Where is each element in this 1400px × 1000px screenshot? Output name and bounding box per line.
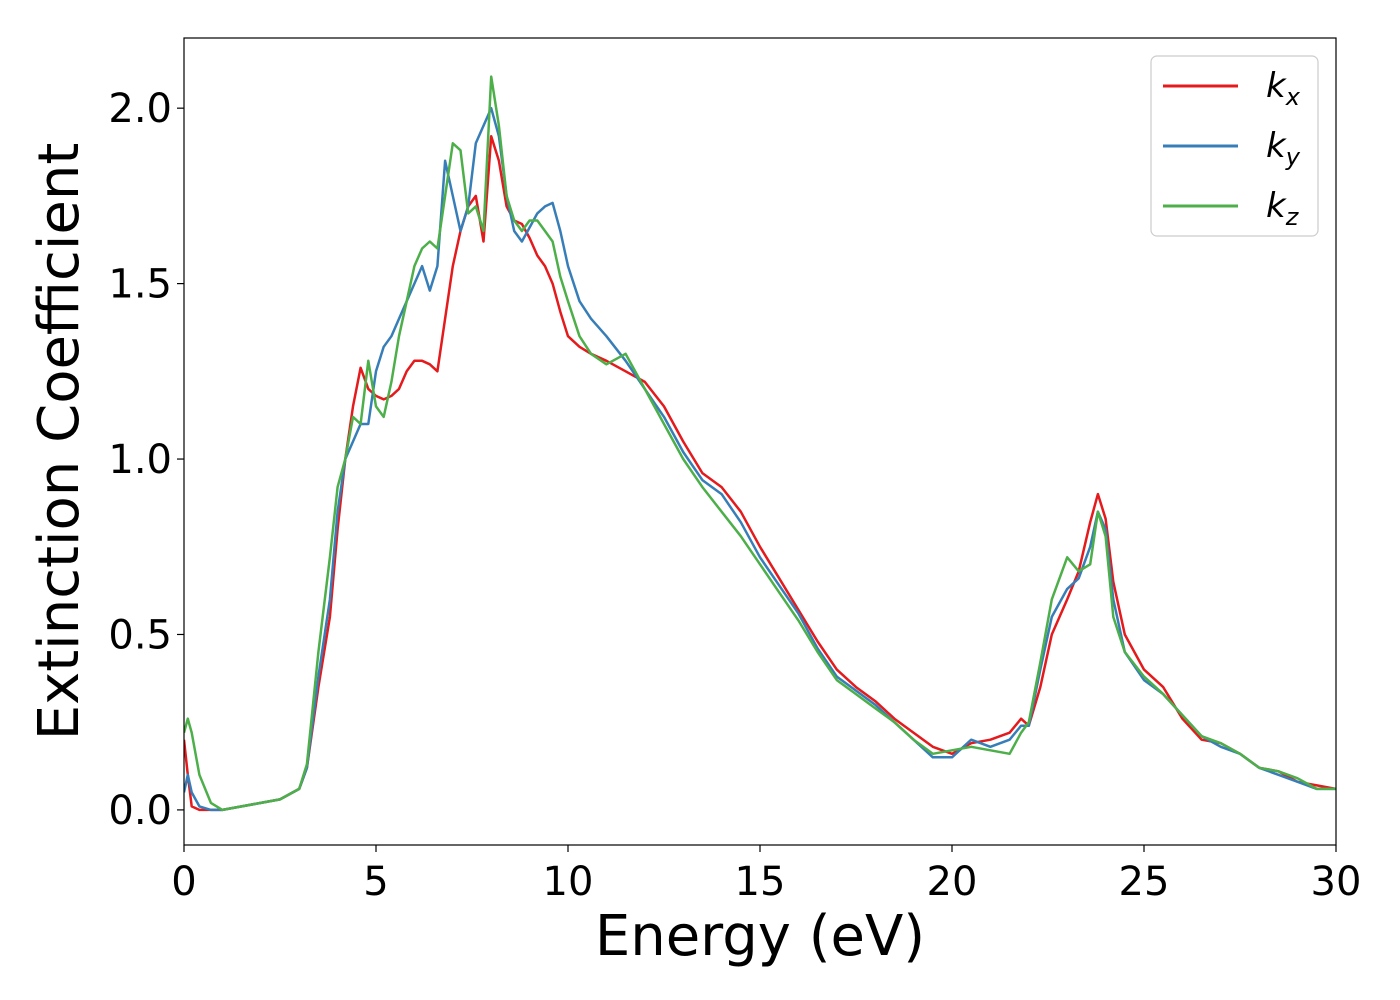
series-line-x [184, 134, 1336, 812]
legend-label-z: kz [1266, 186, 1300, 231]
x-tick-label: 20 [927, 859, 978, 905]
legend-label-y: ky [1266, 126, 1301, 171]
x-tick-label: 15 [735, 859, 786, 905]
x-tick-label: 10 [543, 859, 594, 905]
y-axis-title: Extinction Coefficient [27, 143, 92, 741]
legend-label-x: kx [1266, 66, 1301, 111]
y-tick-label: 1.5 [108, 262, 172, 308]
x-axis: 0 5 10 15 20 25 30 [171, 845, 1361, 905]
x-axis-title: Energy (eV) [595, 904, 925, 969]
series-line-z [184, 75, 1336, 812]
y-tick-label: 2.0 [108, 86, 172, 132]
x-tick-label: 5 [363, 859, 388, 905]
y-tick-label: 0.5 [108, 612, 172, 658]
y-tick-label: 0.0 [108, 788, 172, 834]
legend: kx ky kz [1150, 55, 1319, 237]
x-tick-label: 30 [1311, 859, 1362, 905]
x-tick-label: 25 [1119, 859, 1170, 905]
y-axis: 0.0 0.5 1.0 1.5 2.0 [108, 86, 184, 834]
series-line-y [184, 106, 1336, 812]
x-tick-label: 0 [171, 859, 196, 905]
series-layer [184, 75, 1336, 812]
y-tick-label: 1.0 [108, 437, 172, 483]
